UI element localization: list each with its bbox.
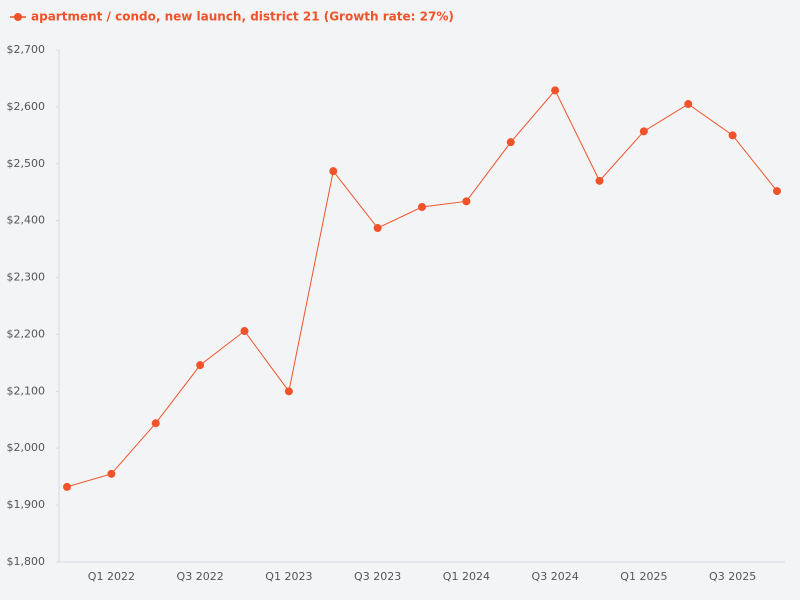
x-tick-label: Q1 2025 <box>620 570 667 583</box>
y-tick-label: $2,400 <box>7 214 46 227</box>
data-point <box>595 176 604 185</box>
x-tick-label: Q3 2024 <box>532 570 579 583</box>
data-point <box>506 138 515 147</box>
data-point <box>284 387 293 396</box>
data-point <box>728 131 737 140</box>
x-tick-label: Q3 2022 <box>177 570 224 583</box>
data-point <box>196 361 205 370</box>
data-point <box>151 419 160 428</box>
data-point <box>373 224 382 233</box>
x-tick-label: Q3 2025 <box>709 570 756 583</box>
y-tick-label: $1,800 <box>7 555 46 568</box>
data-point <box>462 197 471 206</box>
y-tick-label: $2,300 <box>7 271 46 284</box>
series-line <box>66 89 778 488</box>
data-point <box>107 469 116 478</box>
x-tick-label: Q1 2022 <box>88 570 135 583</box>
x-tick-label: Q1 2024 <box>443 570 490 583</box>
x-tick-label: Q1 2023 <box>265 570 312 583</box>
data-point <box>63 482 71 491</box>
data-point <box>551 86 560 95</box>
legend-text: apartment / condo, new launch, district … <box>31 10 454 24</box>
x-tick-label: Q3 2023 <box>354 570 401 583</box>
legend-marker <box>14 13 22 21</box>
y-tick-label: $2,200 <box>7 327 46 340</box>
data-point <box>639 127 648 136</box>
y-tick-label: $2,600 <box>7 100 46 113</box>
data-point <box>684 100 693 109</box>
data-point <box>329 167 338 176</box>
y-tick-label: $2,500 <box>7 157 46 170</box>
data-point <box>240 327 249 336</box>
y-tick-label: $2,000 <box>7 441 46 454</box>
y-tick-label: $2,100 <box>7 384 46 397</box>
y-tick-label: $2,700 <box>7 43 46 56</box>
y-tick-label: $1,900 <box>7 498 46 511</box>
data-point <box>773 187 781 196</box>
data-point <box>418 203 426 212</box>
